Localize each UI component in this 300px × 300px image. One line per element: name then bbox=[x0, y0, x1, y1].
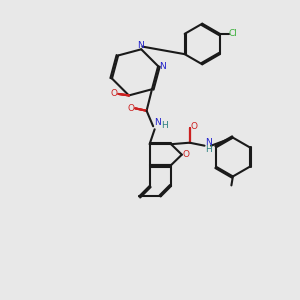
Text: O: O bbox=[182, 150, 190, 159]
Text: N: N bbox=[159, 62, 166, 71]
Text: N: N bbox=[154, 118, 161, 127]
Text: Cl: Cl bbox=[229, 29, 238, 38]
Text: H: H bbox=[205, 145, 212, 154]
Text: O: O bbox=[110, 89, 118, 98]
Text: H: H bbox=[161, 121, 168, 130]
Text: N: N bbox=[137, 40, 144, 50]
Text: O: O bbox=[190, 122, 197, 131]
Text: N: N bbox=[205, 138, 212, 147]
Text: O: O bbox=[127, 104, 134, 113]
